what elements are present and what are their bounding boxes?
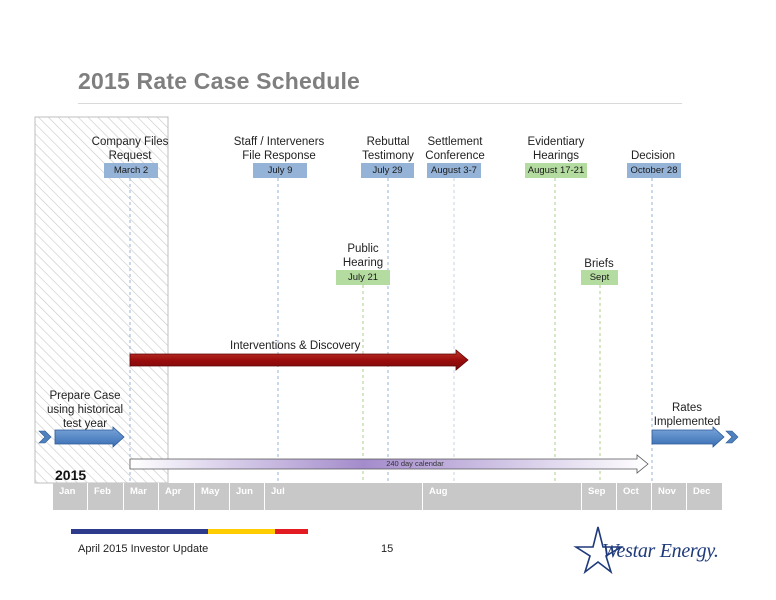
event-staff-response-date: July 9 <box>253 163 307 178</box>
month-dec: Dec <box>693 486 711 497</box>
event-settlement-date: August 3-7 <box>427 163 481 178</box>
page-title: 2015 Rate Case Schedule <box>78 68 361 94</box>
footer-bar-red <box>275 529 308 534</box>
page-number: 15 <box>381 543 394 555</box>
year-label: 2015 <box>55 467 87 483</box>
footer-text: April 2015 Investor Update <box>78 543 209 555</box>
month-jan: Jan <box>53 483 88 510</box>
calendar-label: 240 day calendar <box>386 459 444 468</box>
prepare-case-label: Prepare Case using historical test year <box>46 390 124 430</box>
westar-star-icon <box>573 526 624 575</box>
month-feb: Feb <box>88 483 124 510</box>
month-jul: Jul <box>265 483 423 510</box>
footer-bar-yellow <box>208 529 275 534</box>
month-mar: Mar <box>124 483 159 510</box>
rates-arrow <box>651 426 725 448</box>
month-nov: Nov <box>652 483 687 510</box>
rates-implemented-label: Rates Implemented <box>653 402 721 428</box>
prepare-chevron <box>38 430 52 444</box>
event-evidentiary-date: August 17-21 <box>525 163 587 178</box>
event-briefs-label: Briefs <box>584 258 614 270</box>
prepare-arrow <box>54 426 125 448</box>
month-axis: Jan Feb Mar Apr May Jun Jul Aug Sep Oct … <box>53 483 722 510</box>
month-may: May <box>195 483 230 510</box>
event-decision-label: Decision <box>630 150 676 162</box>
month-aug: Aug <box>423 483 582 510</box>
event-staff-response-label: Staff / Interveners File Response <box>233 136 325 162</box>
event-company-files-date: March 2 <box>104 163 158 178</box>
event-briefs-date: Sept <box>581 270 618 285</box>
interventions-arrow <box>129 349 469 371</box>
event-public-hearing-label: Public Hearing <box>342 243 384 269</box>
prep-period-hatch <box>34 116 169 484</box>
month-jun: Jun <box>230 483 265 510</box>
rates-chevron <box>725 430 739 444</box>
event-rebuttal-label: Rebuttal Testimony <box>362 136 414 162</box>
month-apr: Apr <box>159 483 195 510</box>
footer-bar-navy <box>71 529 208 534</box>
event-rebuttal-date: July 29 <box>361 163 414 178</box>
calendar-arrow <box>129 454 649 474</box>
month-oct: Oct <box>617 483 652 510</box>
title-divider <box>78 103 682 104</box>
event-public-hearing-date: July 21 <box>336 270 390 285</box>
month-sep: Sep <box>582 483 617 510</box>
event-company-files-label: Company Files Request <box>91 136 169 162</box>
westar-logo: Westar Energy. <box>602 540 719 562</box>
event-settlement-label: Settlement Conference <box>425 136 485 162</box>
event-evidentiary-label: Evidentiary Hearings <box>527 136 585 162</box>
interventions-label: Interventions & Discovery <box>230 340 361 352</box>
event-decision-date: October 28 <box>627 163 681 178</box>
